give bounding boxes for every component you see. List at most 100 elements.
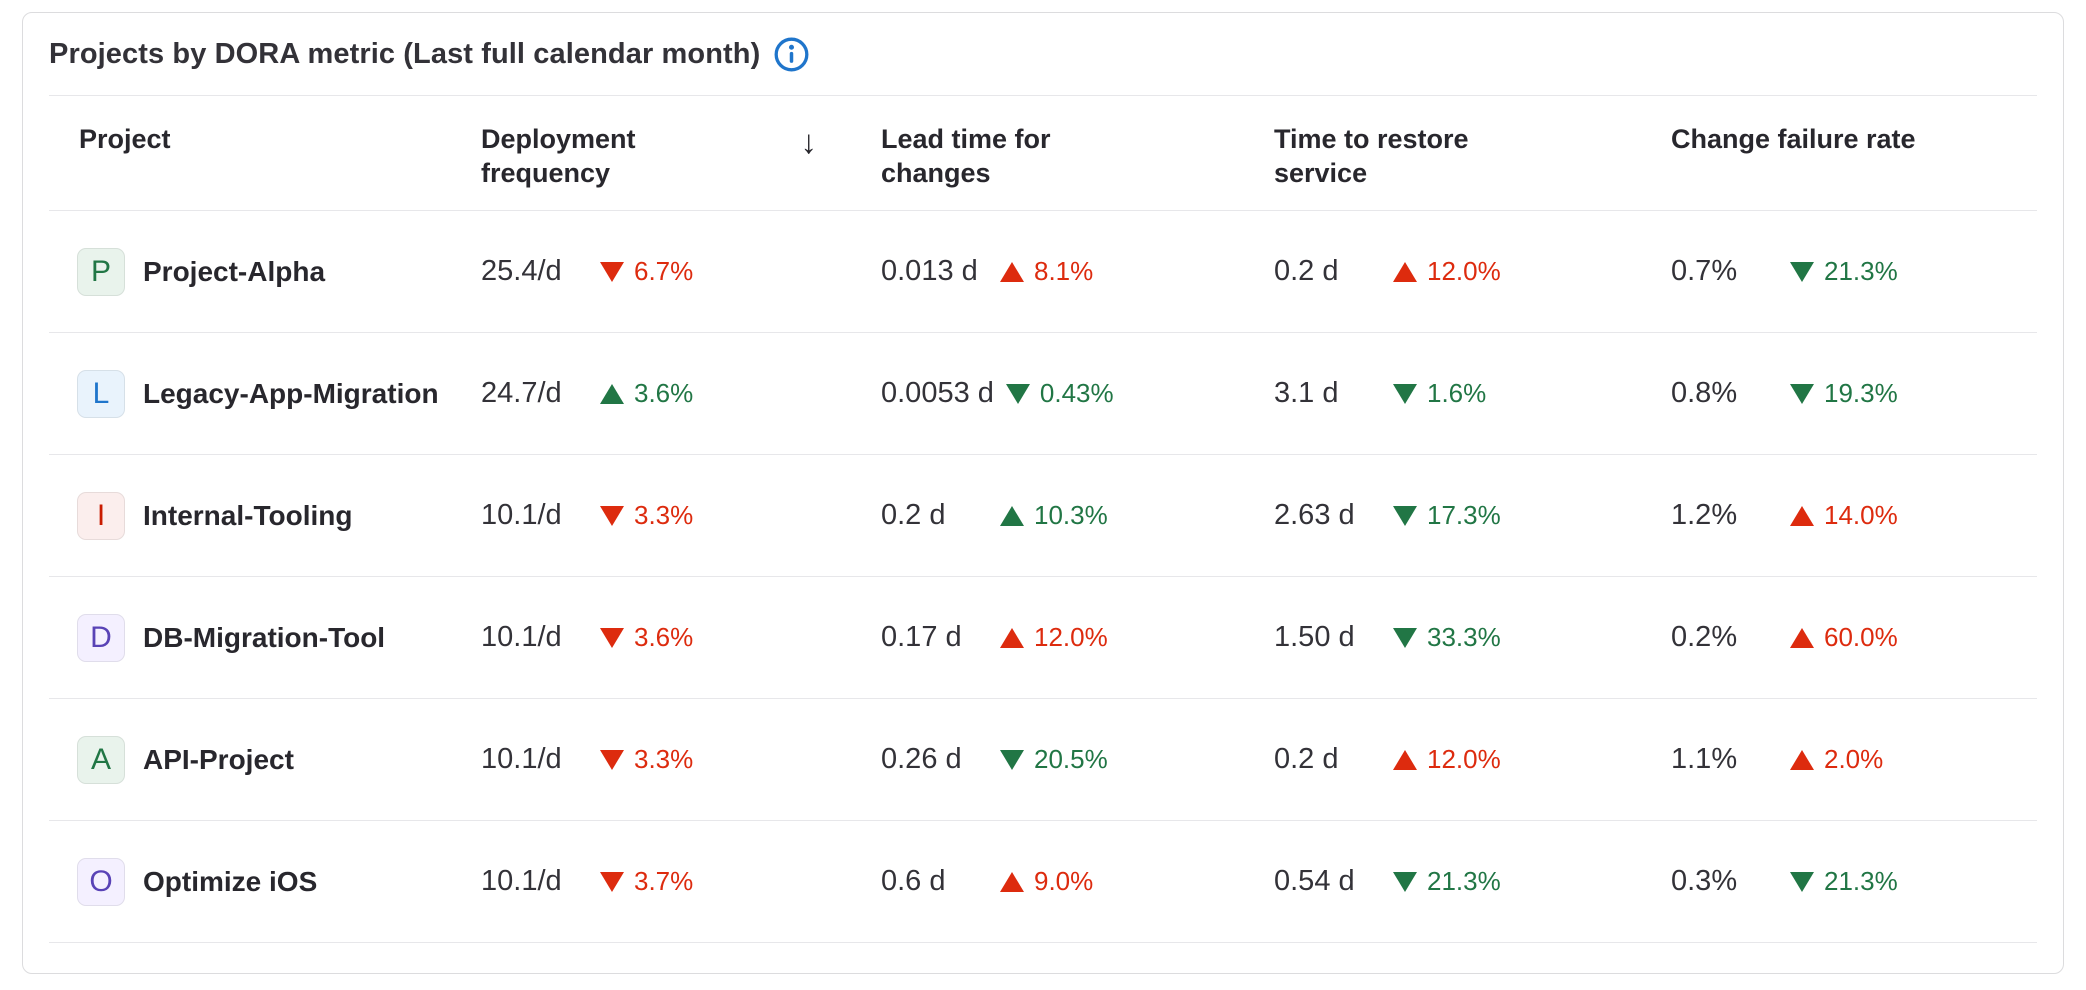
metric-value: 0.2 d bbox=[1274, 743, 1339, 775]
column-header-label: Change failure rate bbox=[1671, 124, 1916, 154]
trend: 10.3% bbox=[1000, 500, 1108, 531]
trend-pct: 19.3% bbox=[1824, 378, 1898, 408]
metric-cell: 25.4/d 6.7% bbox=[481, 255, 881, 288]
trend-down-icon bbox=[600, 261, 624, 282]
column-header-time-to-restore[interactable]: Time to restore service bbox=[1274, 123, 1671, 191]
metric-value: 0.0053 d bbox=[881, 377, 994, 409]
metric-cell: 0.2% 60.0% bbox=[1671, 621, 2037, 654]
column-header-label: Project bbox=[79, 124, 171, 154]
column-header-lead-time[interactable]: Lead time for changes bbox=[881, 123, 1274, 191]
metric-value: 10.1/d bbox=[481, 743, 562, 775]
metric-cell: 0.8% 19.3% bbox=[1671, 377, 2037, 410]
trend-down-icon bbox=[600, 871, 624, 892]
trend: 19.3% bbox=[1790, 378, 1898, 409]
project-avatar: A bbox=[77, 735, 125, 784]
trend-up-icon bbox=[1000, 627, 1024, 648]
metric-cell: 24.7/d 3.6% bbox=[481, 377, 881, 410]
trend: 8.1% bbox=[1000, 256, 1093, 287]
project-link[interactable]: Optimize iOS bbox=[143, 865, 318, 897]
trend: 12.0% bbox=[1000, 622, 1108, 653]
project-cell: A API-Project bbox=[49, 735, 481, 784]
project-avatar: L bbox=[77, 369, 125, 418]
project-cell: I Internal-Tooling bbox=[49, 491, 481, 540]
column-header-project[interactable]: Project bbox=[49, 123, 481, 157]
metric-cell: 0.2 d 12.0% bbox=[1274, 743, 1671, 776]
project-link[interactable]: Internal-Tooling bbox=[143, 499, 353, 531]
project-avatar: O bbox=[77, 857, 125, 906]
trend-pct: 2.0% bbox=[1824, 744, 1884, 774]
project-link[interactable]: API-Project bbox=[143, 743, 294, 775]
trend-down-icon bbox=[1000, 749, 1024, 770]
trend-up-icon bbox=[1790, 505, 1814, 526]
trend-pct: 1.6% bbox=[1427, 378, 1487, 408]
table-row: O Optimize iOS 10.1/d 3.7% 0.6 d 9.0% 0.… bbox=[49, 821, 2037, 943]
metric-value: 0.7% bbox=[1671, 255, 1738, 287]
metric-cell: 0.2 d 10.3% bbox=[881, 499, 1274, 532]
trend: 3.6% bbox=[600, 622, 693, 653]
metric-cell: 0.3% 21.3% bbox=[1671, 865, 2037, 898]
project-link[interactable]: Legacy-App-Migration bbox=[143, 377, 439, 409]
trend-down-icon bbox=[1393, 627, 1417, 648]
metric-cell: 1.1% 2.0% bbox=[1671, 743, 2037, 776]
trend-up-icon bbox=[1000, 871, 1024, 892]
project-cell: D DB-Migration-Tool bbox=[49, 613, 481, 662]
dora-metrics-panel: Projects by DORA metric (Last full calen… bbox=[22, 12, 2064, 974]
trend-pct: 9.0% bbox=[1034, 866, 1094, 896]
metric-value: 10.1/d bbox=[481, 865, 562, 897]
trend-pct: 10.3% bbox=[1034, 500, 1108, 530]
table-row: A API-Project 10.1/d 3.3% 0.26 d 20.5% 0… bbox=[49, 699, 2037, 821]
metric-value: 25.4/d bbox=[481, 255, 562, 287]
metric-cell: 10.1/d 3.7% bbox=[481, 865, 881, 898]
trend: 60.0% bbox=[1790, 622, 1898, 653]
metric-value: 2.63 d bbox=[1274, 499, 1355, 531]
column-header-change-failure-rate[interactable]: Change failure rate bbox=[1671, 123, 2037, 157]
project-avatar: P bbox=[77, 247, 125, 296]
trend-down-icon bbox=[1005, 383, 1030, 404]
metric-cell: 1.2% 14.0% bbox=[1671, 499, 2037, 532]
trend: 21.3% bbox=[1393, 866, 1501, 897]
trend: 12.0% bbox=[1393, 256, 1501, 287]
trend-down-icon bbox=[1393, 383, 1417, 404]
trend-up-icon bbox=[1000, 261, 1024, 282]
metric-value: 0.8% bbox=[1671, 377, 1738, 409]
metric-value: 1.1% bbox=[1671, 743, 1738, 775]
metric-cell: 1.50 d 33.3% bbox=[1274, 621, 1671, 654]
trend-pct: 3.3% bbox=[634, 744, 694, 774]
table-row: L Legacy-App-Migration 24.7/d 3.6% 0.005… bbox=[49, 333, 2037, 455]
project-avatar: D bbox=[77, 613, 125, 662]
trend: 14.0% bbox=[1790, 500, 1898, 531]
table-row: D DB-Migration-Tool 10.1/d 3.6% 0.17 d 1… bbox=[49, 577, 2037, 699]
project-link[interactable]: DB-Migration-Tool bbox=[143, 621, 386, 653]
table-body: P Project-Alpha 25.4/d 6.7% 0.013 d 8.1%… bbox=[49, 211, 2037, 943]
metric-value: 0.2% bbox=[1671, 621, 1738, 653]
column-header-deployment-frequency[interactable]: Deployment frequency ↓ bbox=[481, 123, 881, 191]
trend-up-icon bbox=[1790, 749, 1814, 770]
trend-down-icon bbox=[1393, 505, 1417, 526]
trend: 0.43% bbox=[1005, 378, 1114, 409]
panel-header: Projects by DORA metric (Last full calen… bbox=[49, 13, 2037, 96]
trend: 6.7% bbox=[600, 256, 693, 287]
metric-cell: 0.54 d 21.3% bbox=[1274, 865, 1671, 898]
metric-cell: 10.1/d 3.3% bbox=[481, 743, 881, 776]
trend-pct: 21.3% bbox=[1824, 256, 1898, 286]
project-cell: L Legacy-App-Migration bbox=[49, 369, 481, 418]
metric-cell: 3.1 d 1.6% bbox=[1274, 377, 1671, 410]
metric-value: 3.1 d bbox=[1274, 377, 1339, 409]
metric-cell: 0.17 d 12.0% bbox=[881, 621, 1274, 654]
column-header-label: Time to restore service bbox=[1274, 124, 1469, 188]
trend-pct: 8.1% bbox=[1034, 256, 1094, 286]
project-link[interactable]: Project-Alpha bbox=[143, 255, 326, 287]
trend-pct: 21.3% bbox=[1427, 866, 1501, 896]
metric-cell: 10.1/d 3.6% bbox=[481, 621, 881, 654]
project-cell: O Optimize iOS bbox=[49, 857, 481, 906]
trend: 3.6% bbox=[600, 378, 693, 409]
metric-value: 0.2 d bbox=[881, 499, 946, 531]
trend-up-icon bbox=[1000, 505, 1024, 526]
info-icon[interactable] bbox=[774, 37, 809, 72]
trend-down-icon bbox=[600, 749, 624, 770]
table-row: I Internal-Tooling 10.1/d 3.3% 0.2 d 10.… bbox=[49, 455, 2037, 577]
trend: 3.3% bbox=[600, 744, 693, 775]
trend-down-icon bbox=[600, 627, 624, 648]
sort-descending-icon[interactable]: ↓ bbox=[800, 123, 818, 160]
metric-cell: 10.1/d 3.3% bbox=[481, 499, 881, 532]
